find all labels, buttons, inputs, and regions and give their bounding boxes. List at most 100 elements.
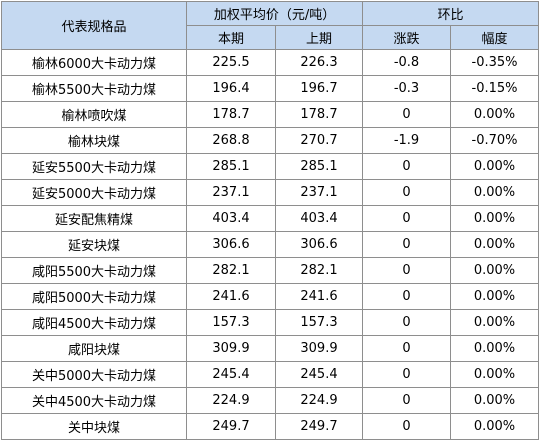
cell-product-name: 咸阳5500大卡动力煤: [1, 257, 187, 284]
table-row: 榆林5500大卡动力煤 196.4 196.7 -0.3 -0.15%: [1, 75, 539, 102]
cell-previous-price: 282.1: [274, 257, 364, 284]
cell-current-price: 309.9: [186, 335, 276, 362]
cell-change: 0: [362, 101, 452, 128]
cell-previous-price: 309.9: [274, 335, 364, 362]
cell-previous-price: 178.7: [274, 101, 364, 128]
cell-previous-price: 249.7: [274, 413, 364, 440]
cell-change: 0: [362, 413, 452, 440]
cell-product-name: 榆林5500大卡动力煤: [1, 75, 187, 102]
cell-product-name: 关中块煤: [1, 413, 187, 440]
cell-current-price: 224.9: [186, 387, 276, 414]
table-row: 延安5000大卡动力煤 237.1 237.1 0 0.00%: [1, 179, 539, 206]
cell-previous-price: 241.6: [274, 283, 364, 310]
cell-change: 0: [362, 205, 452, 232]
table-row: 关中4500大卡动力煤 224.9 224.9 0 0.00%: [1, 387, 539, 414]
cell-change-pct: 0.00%: [450, 101, 539, 128]
coal-price-table: 代表规格品 加权平均价（元/吨） 环比 本期 上期 涨跌 幅度 榆林6000大卡…: [1, 1, 539, 440]
cell-change: 0: [362, 231, 452, 258]
cell-current-price: 157.3: [186, 309, 276, 336]
cell-change-pct: 0.00%: [450, 231, 539, 258]
cell-product-name: 延安5000大卡动力煤: [1, 179, 187, 206]
cell-current-price: 225.5: [186, 49, 276, 76]
cell-current-price: 268.8: [186, 127, 276, 154]
cell-change-pct: 0.00%: [450, 283, 539, 310]
table-body: 榆林6000大卡动力煤 225.5 226.3 -0.8 -0.35% 榆林5500大卡动…: [1, 49, 539, 440]
cell-change-pct: -0.15%: [450, 75, 539, 102]
header-product-name: 代表规格品: [1, 1, 187, 50]
cell-current-price: 306.6: [186, 231, 276, 258]
table-row: 榆林喷吹煤 178.7 178.7 0 0.00%: [1, 101, 539, 128]
header-change: 涨跌: [362, 25, 452, 50]
cell-product-name: 延安5500大卡动力煤: [1, 153, 187, 180]
table-row: 咸阳5000大卡动力煤 241.6 241.6 0 0.00%: [1, 283, 539, 310]
table-row: 关中块煤 249.7 249.7 0 0.00%: [1, 413, 539, 440]
cell-change: -0.3: [362, 75, 452, 102]
cell-previous-price: 226.3: [274, 49, 364, 76]
cell-previous-price: 245.4: [274, 361, 364, 388]
header-previous-period: 上期: [274, 25, 364, 50]
cell-change-pct: -0.70%: [450, 127, 539, 154]
cell-previous-price: 157.3: [274, 309, 364, 336]
table-row: 关中5000大卡动力煤 245.4 245.4 0 0.00%: [1, 361, 539, 388]
table-header: 代表规格品 加权平均价（元/吨） 环比 本期 上期 涨跌 幅度: [1, 1, 539, 50]
cell-change-pct: 0.00%: [450, 153, 539, 180]
cell-change: -1.9: [362, 127, 452, 154]
cell-product-name: 延安块煤: [1, 231, 187, 258]
cell-product-name: 关中4500大卡动力煤: [1, 387, 187, 414]
cell-change-pct: -0.35%: [450, 49, 539, 76]
cell-change: 0: [362, 335, 452, 362]
table-row: 延安块煤 306.6 306.6 0 0.00%: [1, 231, 539, 258]
cell-previous-price: 270.7: [274, 127, 364, 154]
table-row: 咸阳块煤 309.9 309.9 0 0.00%: [1, 335, 539, 362]
cell-current-price: 237.1: [186, 179, 276, 206]
cell-previous-price: 224.9: [274, 387, 364, 414]
cell-previous-price: 285.1: [274, 153, 364, 180]
header-current-period: 本期: [186, 25, 276, 50]
cell-current-price: 245.4: [186, 361, 276, 388]
cell-product-name: 延安配焦精煤: [1, 205, 187, 232]
header-month-over-month: 环比: [362, 1, 539, 26]
cell-change-pct: 0.00%: [450, 309, 539, 336]
table-row: 延安配焦精煤 403.4 403.4 0 0.00%: [1, 205, 539, 232]
cell-change: 0: [362, 257, 452, 284]
cell-product-name: 关中5000大卡动力煤: [1, 361, 187, 388]
cell-previous-price: 306.6: [274, 231, 364, 258]
cell-product-name: 咸阳5000大卡动力煤: [1, 283, 187, 310]
cell-change-pct: 0.00%: [450, 361, 539, 388]
cell-current-price: 285.1: [186, 153, 276, 180]
cell-change-pct: 0.00%: [450, 335, 539, 362]
cell-product-name: 榆林块煤: [1, 127, 187, 154]
cell-change: 0: [362, 179, 452, 206]
cell-change: 0: [362, 309, 452, 336]
cell-change: 0: [362, 283, 452, 310]
cell-change: -0.8: [362, 49, 452, 76]
cell-product-name: 咸阳块煤: [1, 335, 187, 362]
header-change-pct: 幅度: [450, 25, 539, 50]
header-row-sub: 本期 上期 涨跌 幅度: [2, 25, 539, 50]
header-weighted-avg-price: 加权平均价（元/吨）: [185, 1, 364, 26]
cell-change-pct: 0.00%: [450, 387, 539, 414]
cell-previous-price: 403.4: [274, 205, 364, 232]
header-row-top: 代表规格品 加权平均价（元/吨） 环比: [1, 1, 539, 50]
cell-change-pct: 0.00%: [450, 413, 539, 440]
cell-change: 0: [362, 361, 452, 388]
cell-current-price: 403.4: [186, 205, 276, 232]
table-row: 咸阳5500大卡动力煤 282.1 282.1 0 0.00%: [1, 257, 539, 284]
cell-current-price: 282.1: [186, 257, 276, 284]
table-row: 延安5500大卡动力煤 285.1 285.1 0 0.00%: [1, 153, 539, 180]
table-row: 榆林6000大卡动力煤 225.5 226.3 -0.8 -0.35%: [1, 49, 539, 76]
table-row: 咸阳4500大卡动力煤 157.3 157.3 0 0.00%: [1, 309, 539, 336]
cell-change-pct: 0.00%: [450, 257, 539, 284]
cell-change-pct: 0.00%: [450, 179, 539, 206]
table-row: 榆林块煤 268.8 270.7 -1.9 -0.70%: [1, 127, 539, 154]
cell-previous-price: 196.7: [274, 75, 364, 102]
cell-product-name: 榆林喷吹煤: [1, 101, 187, 128]
cell-current-price: 178.7: [186, 101, 276, 128]
cell-previous-price: 237.1: [274, 179, 364, 206]
cell-current-price: 249.7: [186, 413, 276, 440]
cell-change: 0: [362, 153, 452, 180]
cell-current-price: 241.6: [186, 283, 276, 310]
cell-product-name: 咸阳4500大卡动力煤: [1, 309, 187, 336]
cell-current-price: 196.4: [186, 75, 276, 102]
cell-change-pct: 0.00%: [450, 205, 539, 232]
